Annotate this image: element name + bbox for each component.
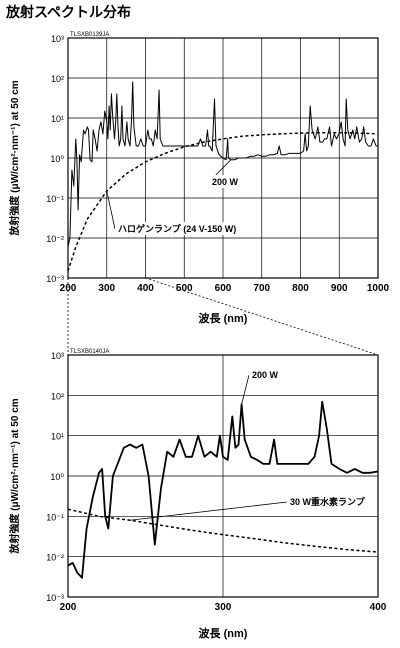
chart1-annotation-label: ハロゲンランプ (24 V-150 W) xyxy=(118,223,236,234)
chart1-y-tick-label: 10⁻² xyxy=(46,234,64,244)
chart1-annotation-bg xyxy=(115,222,241,235)
chart1-figure-code: TLSXB0139JA xyxy=(70,32,109,38)
chart2-x-tick-label: 200 xyxy=(60,602,77,613)
chart2-annotation-leader xyxy=(241,374,250,405)
chart2-y-axis-title: 放射強度 (μW/cm²·nm⁻¹) at 50 cm xyxy=(8,398,21,554)
chart2-annotation-label: 200 W xyxy=(252,370,279,380)
chart1-y-tick-label: 10⁻¹ xyxy=(46,194,64,204)
chart2-y-tick-label: 10⁻² xyxy=(46,553,64,563)
chart2-x-tick-label: 300 xyxy=(215,602,232,613)
chart2-annotation-bg xyxy=(249,368,285,381)
chart2-figure-code: TLSXB0140JA xyxy=(70,349,109,355)
chart1-series-2-line xyxy=(68,131,378,272)
chart1-y-tick-label: 10³ xyxy=(51,34,64,44)
chart1-x-tick-label: 800 xyxy=(292,283,309,294)
chart2-y-tick-label: 10⁻¹ xyxy=(46,512,64,522)
zoom-connector-right xyxy=(145,277,379,356)
chart2-series-1-line xyxy=(68,400,378,579)
chart1-annotation-leader xyxy=(106,190,116,230)
page-title: 放射スペクトル分布 xyxy=(6,5,132,21)
chart2-series-2-line xyxy=(68,508,378,553)
chart1-series-1-line xyxy=(68,81,378,248)
chart2-annotation-bg xyxy=(287,495,353,508)
chart1-x-tick-label: 700 xyxy=(253,283,270,294)
chart2-x-axis-title: 波長 (nm) xyxy=(199,626,248,640)
chart1-plot-frame xyxy=(67,37,379,279)
chart2-x-tick-label: 400 xyxy=(370,602,387,613)
chart2-plot-frame xyxy=(67,354,379,598)
chart2-y-tick-label: 10⁻³ xyxy=(46,593,64,603)
chart1-y-tick-label: 10⁰ xyxy=(50,154,64,164)
chart1-x-tick-label: 1000 xyxy=(367,283,390,294)
chart1-x-tick-label: 400 xyxy=(137,283,154,294)
chart1-x-tick-label: 600 xyxy=(215,283,232,294)
chart2-y-tick-label: 10³ xyxy=(51,351,64,361)
chart1-x-axis-title: 波長 (nm) xyxy=(199,311,248,325)
chart2-annotation-label: 30 W重水素ランプ xyxy=(290,496,366,507)
chart1-annotation-bg xyxy=(209,175,245,188)
chart1-x-tick-label: 300 xyxy=(98,283,115,294)
chart2-y-tick-label: 10¹ xyxy=(51,432,64,442)
chart1-y-axis-title: 放射強度 (μW/cm²·nm⁻¹) at 50 cm xyxy=(8,80,21,236)
chart1-annotation-label: 200 W xyxy=(212,177,239,187)
chart2-y-tick-label: 10² xyxy=(51,391,64,401)
chart1-y-tick-label: 10⁻³ xyxy=(46,274,64,284)
chart1-x-tick-label: 500 xyxy=(176,283,193,294)
chart1-y-tick-label: 10¹ xyxy=(51,114,64,124)
chart1-x-tick-label: 900 xyxy=(331,283,348,294)
chart2-y-tick-label: 10⁰ xyxy=(50,472,64,482)
chart1-x-tick-label: 200 xyxy=(60,283,77,294)
chart2-annotation-leader xyxy=(129,501,288,521)
chart1-y-tick-label: 10² xyxy=(51,74,64,84)
